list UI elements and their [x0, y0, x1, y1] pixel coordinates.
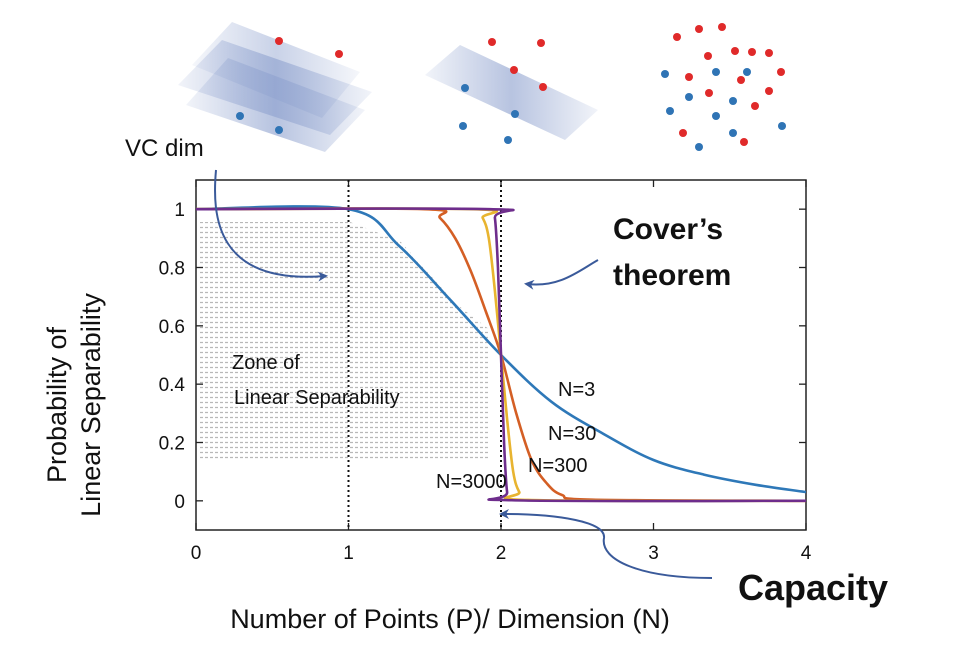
label-n300: N=300 [528, 455, 588, 477]
x-tick-label: 1 [343, 543, 354, 564]
blue-point [778, 122, 786, 130]
illustration-three-planes [178, 22, 372, 152]
y-axis-label-line1: Probability of [42, 326, 72, 483]
blue-point [661, 70, 669, 78]
label-n3: N=3 [558, 379, 595, 401]
red-point [488, 38, 496, 46]
red-point [537, 39, 545, 47]
zone-hatch [198, 222, 490, 459]
zone-label-line2: Linear Separability [234, 387, 400, 409]
red-point [731, 47, 739, 55]
red-point [704, 52, 712, 60]
x-axis-label: Number of Points (P)/ Dimension (N) [230, 604, 670, 634]
red-point [539, 83, 547, 91]
covers-theorem-line2: theorem [613, 259, 731, 292]
blue-point [459, 122, 467, 130]
blue-point [666, 107, 674, 115]
blue-point [743, 68, 751, 76]
red-point [765, 49, 773, 57]
zone-label-line1: Zone of [232, 352, 300, 374]
red-point [765, 87, 773, 95]
blue-point [695, 143, 703, 151]
red-point [275, 37, 283, 45]
red-point [705, 89, 713, 97]
y-tick-label: 1 [174, 200, 185, 221]
vc-dim-label: VC dim [125, 135, 204, 162]
red-point [777, 68, 785, 76]
vc-dim-arrow [214, 169, 328, 282]
capacity-label: Capacity [738, 567, 888, 608]
covers-theorem-line1: Cover’s [613, 213, 723, 246]
blue-point [504, 136, 512, 144]
y-tick-label: 0.2 [159, 434, 185, 455]
label-n30: N=30 [548, 423, 596, 445]
y-tick-label: 0.8 [159, 259, 185, 280]
red-point [737, 76, 745, 84]
blue-point [685, 93, 693, 101]
blue-point [236, 112, 244, 120]
blue-point [729, 97, 737, 105]
blue-point [729, 129, 737, 137]
red-point [751, 102, 759, 110]
x-tick-label: 4 [801, 543, 812, 564]
red-point [740, 138, 748, 146]
series-line-n3000 [196, 207, 806, 503]
red-point [695, 25, 703, 33]
blue-point [275, 126, 283, 134]
y-tick-label: 0 [174, 492, 185, 513]
blue-point [712, 68, 720, 76]
blue-point [712, 112, 720, 120]
label-n3000: N=3000 [436, 471, 507, 493]
y-axis-label-line2: Linear Separability [76, 293, 106, 517]
red-point [748, 48, 756, 56]
red-point [673, 33, 681, 41]
red-point [685, 73, 693, 81]
y-tick-label: 0.6 [159, 317, 185, 338]
x-tick-label: 3 [648, 543, 659, 564]
x-tick-label: 2 [496, 543, 507, 564]
illustration-mixed-points [661, 23, 786, 151]
red-point [718, 23, 726, 31]
red-point [335, 50, 343, 58]
y-axis-label: Probability of Linear Separability [42, 293, 106, 517]
illustration-one-plane [425, 38, 598, 144]
y-tick-label: 0.4 [159, 375, 186, 396]
red-point [510, 66, 518, 74]
x-tick-label: 0 [191, 543, 202, 564]
capacity-arrow [499, 509, 713, 579]
covers-theorem-arrow [524, 259, 599, 290]
blue-point [461, 84, 469, 92]
red-point [679, 129, 687, 137]
curves [196, 205, 806, 503]
series-line-n3 [196, 205, 806, 494]
blue-point [511, 110, 519, 118]
